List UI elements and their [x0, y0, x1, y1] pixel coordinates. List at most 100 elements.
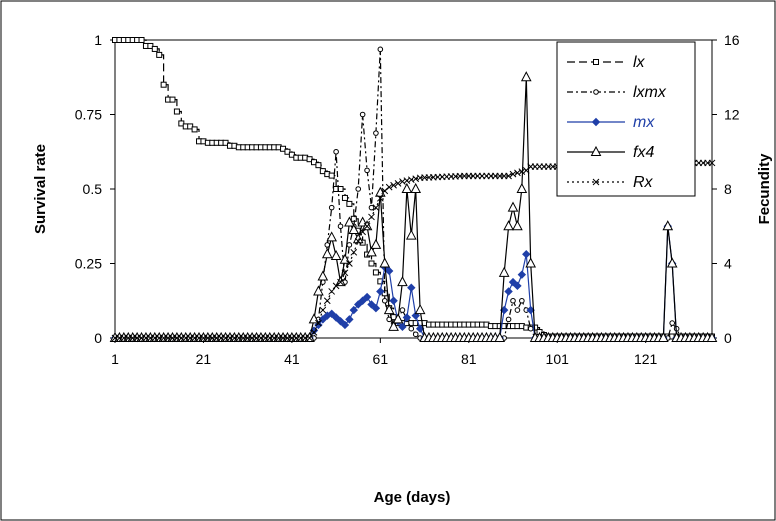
data-point-fx4 [317, 270, 329, 281]
data-point-lxmx [510, 297, 516, 304]
data-point-mx [367, 300, 376, 309]
data-point-Rx [708, 159, 716, 167]
x-axis: 1 21 41 61 81 101 121 [111, 338, 658, 367]
data-point-lxmx [373, 130, 379, 136]
data-point-mx [522, 249, 531, 259]
data-point-fx4 [401, 182, 413, 193]
data-point-Rx [390, 181, 397, 189]
data-point-mx [407, 283, 416, 292]
data-point-fx4 [326, 231, 338, 242]
data-point-fx4 [375, 186, 386, 197]
data-point-lx [315, 162, 322, 169]
data-point-mx [340, 320, 350, 330]
x-tick-label: 121 [634, 351, 658, 367]
data-point-Rx [354, 237, 362, 245]
data-point-lx [173, 108, 180, 115]
data-point-Rx [505, 172, 512, 180]
data-point-lxmx [669, 320, 676, 326]
data-point-Rx [337, 278, 344, 286]
data-point-fx4 [344, 216, 355, 227]
series-group [109, 37, 718, 343]
data-point-lx [377, 278, 384, 285]
legend-marker-lxmx [593, 89, 599, 95]
y2-tick-label: 16 [724, 32, 740, 48]
data-point-mx [389, 296, 398, 305]
data-point-Rx [341, 269, 349, 277]
data-point-lxmx [359, 111, 366, 118]
data-point-mx [513, 281, 522, 291]
data-point-lx [151, 45, 158, 52]
y2-axis-title: Fecundity [756, 153, 773, 224]
legend-label-Rx: Rx [633, 174, 654, 191]
y-axis-right: 0 4 8 12 16 [712, 32, 740, 346]
data-point-Rx [315, 319, 322, 327]
data-point-Rx [394, 180, 402, 187]
series-Rx [111, 159, 716, 342]
data-point-Rx [509, 170, 517, 178]
data-point-lxmx [337, 223, 344, 230]
x-tick-label: 61 [373, 351, 389, 367]
data-point-Rx [363, 222, 371, 230]
y2-tick-label: 4 [724, 256, 732, 272]
data-point-fx4 [410, 182, 422, 193]
legend-label-lxmx: lxmx [633, 84, 667, 101]
data-point-fx4 [525, 257, 537, 268]
legend-marker-mx [591, 117, 601, 127]
data-point-lx [138, 37, 145, 43]
data-point-Rx [518, 168, 526, 175]
x-axis-title: Age (days) [374, 489, 451, 506]
data-point-Rx [514, 169, 521, 177]
data-point-lxmx [381, 297, 388, 304]
data-point-Rx [359, 228, 366, 236]
data-point-fx4 [321, 248, 333, 259]
y-tick-label: 0.5 [83, 181, 103, 197]
data-point-fx4 [520, 71, 532, 82]
data-point-fx4 [313, 285, 324, 296]
y-tick-label: 1 [94, 32, 102, 48]
data-point-mx [358, 296, 367, 305]
data-point-Rx [323, 297, 331, 305]
data-point-mx [508, 277, 518, 287]
data-point-lx [169, 96, 176, 103]
data-point-mx [362, 292, 372, 302]
data-point-lxmx [333, 148, 339, 155]
data-point-Rx [306, 334, 313, 342]
data-point-Rx [385, 183, 393, 191]
data-point-mx [402, 313, 412, 322]
data-point-Rx [346, 260, 353, 267]
data-point-Rx [376, 194, 384, 202]
data-point-lxmx [519, 297, 525, 304]
data-point-lx [346, 200, 353, 207]
data-point-lx [328, 172, 335, 179]
data-point-mx [517, 270, 527, 279]
data-point-mx [371, 303, 381, 313]
data-point-mx [318, 315, 328, 324]
data-point-Rx [310, 329, 318, 336]
data-point-mx [354, 300, 363, 309]
data-point-lx [350, 215, 357, 222]
legend-marker-Rx [592, 178, 600, 186]
data-point-fx4 [397, 276, 408, 287]
data-point-fx4 [379, 257, 391, 268]
data-point-lx [160, 81, 167, 88]
data-point-lxmx [368, 204, 375, 211]
data-point-mx [314, 320, 323, 330]
data-point-lx [368, 260, 375, 267]
data-point-lxmx [346, 242, 353, 248]
data-point-mx [398, 322, 407, 332]
data-point-fx4 [498, 266, 510, 277]
data-point-mx [331, 313, 341, 322]
data-point-lxmx [399, 307, 406, 313]
data-point-fx4 [706, 331, 718, 342]
y-tick-label: 0.25 [75, 256, 102, 272]
legend: lx lxmx mx fx4 Rx [556, 41, 696, 197]
data-point-lxmx [514, 307, 521, 313]
data-point-Rx [319, 306, 327, 314]
data-point-mx [336, 317, 345, 326]
data-point-fx4 [366, 246, 377, 257]
data-point-fx4 [388, 320, 399, 331]
legend-marker-lx [593, 59, 599, 65]
data-point-mx [349, 305, 359, 315]
y-tick-label: 0.75 [75, 107, 102, 123]
data-point-fx4 [348, 223, 360, 234]
